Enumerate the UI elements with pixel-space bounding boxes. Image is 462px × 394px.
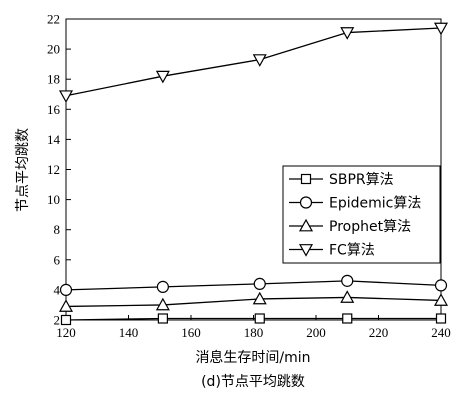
y-tick-label: 4 [54, 282, 61, 297]
data-point [253, 277, 266, 290]
data-point [342, 313, 353, 324]
legend: SBPR算法 Epidemic算法 Prophet算法 FC算法 [282, 165, 441, 264]
data-point [435, 313, 447, 324]
legend-label: Epidemic算法 [329, 196, 421, 212]
legend-label: SBPR算法 [329, 172, 394, 188]
data-point [340, 27, 355, 40]
x-axis-label: 消息生存时间/min [195, 349, 310, 366]
series-line [65, 296, 442, 308]
data-point [156, 280, 169, 293]
legend-marker [298, 218, 314, 232]
data-point [59, 283, 73, 296]
x-tick-label: 120 [56, 325, 76, 340]
y-tick-label: 8 [54, 222, 61, 237]
x-tick-label: 240 [431, 325, 451, 340]
data-point [252, 54, 267, 67]
data-point [252, 291, 267, 305]
axis-ticks: 120 140 160 180 200 220 240 2 4 6 8 10 12 14 16 18 20 22 [47, 12, 451, 341]
legend-label: Prophet算法 [329, 219, 411, 235]
data-point [60, 314, 72, 326]
data-point [433, 22, 449, 36]
x-tick-label: 200 [306, 325, 326, 340]
y-tick-label: 14 [47, 132, 61, 147]
y-tick-label: 2 [54, 313, 61, 328]
series-triangle-down [58, 22, 449, 103]
y-tick-label: 18 [47, 72, 60, 87]
x-tick-label: 220 [369, 325, 389, 340]
data-point [58, 90, 74, 103]
data-point [58, 299, 74, 312]
figure-caption: (d)节点平均跳数 [201, 374, 305, 390]
series-square [60, 313, 447, 326]
data-point [254, 313, 265, 324]
x-tick-label: 180 [244, 325, 264, 340]
y-tick-label: 16 [47, 102, 61, 117]
legend-marker [299, 196, 313, 209]
y-axis-label: 节点平均跳数 [15, 128, 31, 212]
x-tick-label: 140 [119, 325, 139, 340]
data-point [341, 274, 354, 287]
series-circle [59, 274, 448, 296]
data-point [340, 290, 355, 303]
series-group [58, 22, 449, 326]
y-tick-label: 10 [47, 192, 60, 207]
y-tick-label: 20 [47, 42, 60, 57]
legend-marker [300, 173, 312, 185]
data-point [155, 297, 170, 311]
y-tick-label: 6 [54, 252, 61, 267]
data-point [155, 70, 170, 84]
legend-label: FC算法 [329, 243, 375, 259]
data-point [434, 279, 448, 292]
y-tick-label: 22 [47, 12, 60, 27]
series-triangle-up [58, 290, 449, 312]
series-line [65, 27, 442, 97]
data-point [433, 293, 449, 306]
legend-marker [298, 244, 314, 257]
x-tick-label: 160 [181, 325, 201, 340]
series-line [65, 280, 442, 291]
y-tick-label: 12 [47, 162, 60, 177]
data-point [157, 313, 168, 324]
